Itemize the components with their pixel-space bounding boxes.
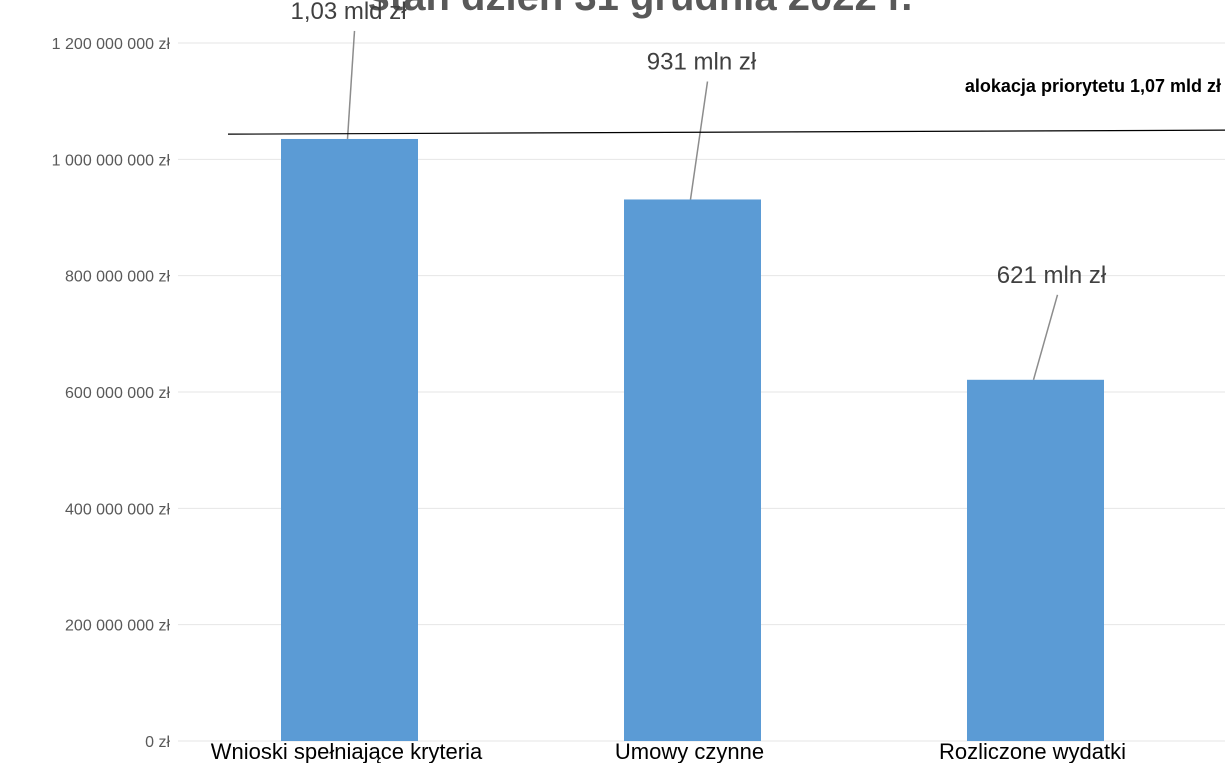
category-labels: Wnioski spełniające kryteria Umowy czynne… <box>211 739 1126 763</box>
leader-line <box>689 81 709 200</box>
bars <box>281 138 1104 742</box>
data-label: 931 mln zł <box>647 48 757 75</box>
y-axis-tick-labels: 0 zł 200 000 000 zł 400 000 000 zł 600 000 … <box>52 36 171 751</box>
y-tick-label: 400 000 000 zł <box>65 501 170 518</box>
y-tick-label: 200 000 000 zł <box>65 618 170 635</box>
chart-title: stan dzień 31 grudnia 2022 r. <box>368 0 913 19</box>
y-tick-label: 0 zł <box>145 734 170 751</box>
bar <box>967 379 1104 741</box>
leader-line <box>346 30 356 140</box>
bar <box>281 138 418 742</box>
data-label-leaders <box>346 30 1059 380</box>
y-tick-label: 1 000 000 000 zł <box>52 152 171 169</box>
y-tick-label: 1 200 000 000 zł <box>52 36 171 53</box>
reference-line <box>227 129 1225 135</box>
reference-line-label: alokacja priorytetu 1,07 mld zł <box>965 76 1221 96</box>
category-label: Wnioski spełniające kryteria <box>211 739 483 763</box>
bar <box>624 199 761 742</box>
data-labels: 1,03 mld zł 931 mln zł 621 mln zł <box>290 0 1106 289</box>
category-label: Rozliczone wydatki <box>939 739 1126 763</box>
category-label: Umowy czynne <box>615 739 764 763</box>
y-tick-label: 800 000 000 zł <box>65 269 170 286</box>
data-label: 621 mln zł <box>997 262 1107 289</box>
y-tick-label: 600 000 000 zł <box>65 385 170 402</box>
leader-line <box>1032 294 1059 380</box>
data-label: 1,03 mld zł <box>290 0 407 25</box>
